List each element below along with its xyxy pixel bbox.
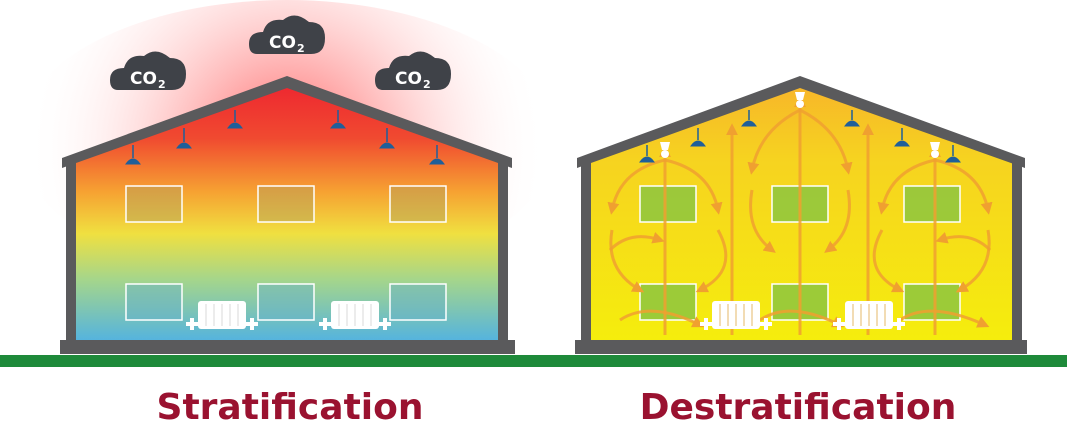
lamp-icon bbox=[639, 145, 655, 163]
window bbox=[389, 185, 447, 223]
destrat-fan-icon bbox=[930, 142, 940, 158]
destrat-fan-icon bbox=[660, 142, 670, 158]
window bbox=[257, 283, 315, 321]
window bbox=[639, 185, 697, 223]
co2-subscript: 2 bbox=[158, 78, 166, 91]
co2-subscript: 2 bbox=[423, 78, 431, 91]
lamp-icon bbox=[176, 128, 192, 149]
window bbox=[389, 283, 447, 321]
building-frame bbox=[60, 76, 515, 354]
lamp-icon bbox=[894, 128, 910, 147]
ground-strip bbox=[0, 355, 1067, 367]
ceiling-lamps bbox=[639, 110, 961, 163]
destrat-fan-icon bbox=[795, 92, 805, 108]
lamp-icon bbox=[945, 145, 961, 163]
lamp-icon bbox=[379, 128, 395, 149]
destratification-caption: Destratification bbox=[639, 387, 957, 428]
lamp-icon bbox=[844, 110, 860, 127]
window bbox=[257, 185, 315, 223]
co2-cloud-icon: CO 2 bbox=[375, 51, 451, 91]
lamp-icon bbox=[429, 145, 445, 165]
co2-cloud-icon: CO 2 bbox=[249, 15, 325, 55]
building-frame bbox=[575, 76, 1027, 354]
window bbox=[125, 283, 183, 321]
window bbox=[125, 185, 183, 223]
co2-label: CO bbox=[269, 33, 296, 53]
lamp-icon bbox=[741, 110, 757, 127]
lamp-icon bbox=[125, 145, 141, 165]
stratification-panel: CO 2 CO 2 CO 2 bbox=[17, 0, 557, 354]
co2-subscript: 2 bbox=[297, 42, 305, 55]
stratification-caption: Stratification bbox=[156, 387, 424, 428]
ceiling-lamps bbox=[125, 110, 445, 165]
co2-label: CO bbox=[130, 69, 157, 89]
lamp-icon bbox=[330, 110, 346, 129]
lamp-icon bbox=[690, 128, 706, 147]
radiator-fins bbox=[205, 304, 372, 326]
co2-cloud-icon: CO 2 bbox=[110, 51, 186, 91]
radiator-fins bbox=[719, 304, 886, 326]
window bbox=[903, 185, 961, 223]
co2-label: CO bbox=[395, 69, 422, 89]
windows bbox=[125, 185, 447, 321]
lamp-icon bbox=[227, 110, 243, 129]
destratification-panel bbox=[575, 76, 1027, 354]
airflow-arrows bbox=[607, 95, 993, 335]
